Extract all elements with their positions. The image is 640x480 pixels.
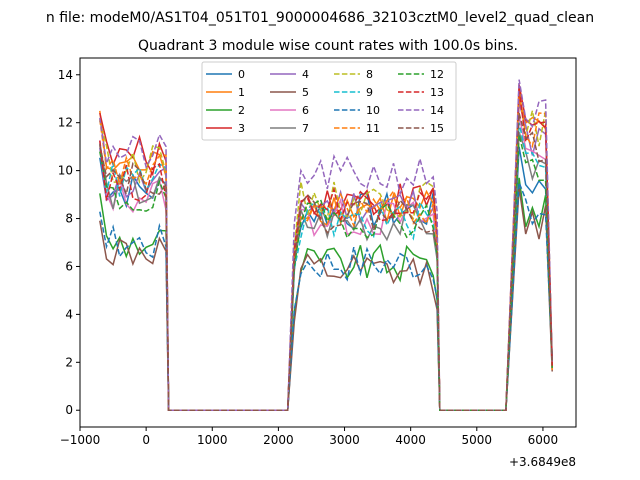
y-tick-label: 14 — [58, 68, 73, 82]
y-tick-label: 8 — [65, 212, 73, 226]
legend-label-5: 5 — [302, 86, 309, 99]
legend-label-8: 8 — [366, 68, 373, 81]
x-tick-label: 5000 — [462, 433, 493, 447]
y-tick-label: 4 — [65, 307, 73, 321]
x-tick-label: 4000 — [395, 433, 426, 447]
x-tick-label: 0 — [142, 433, 150, 447]
legend-frame — [201, 61, 457, 141]
legend-label-1: 1 — [238, 86, 245, 99]
y-tick-label: 2 — [65, 355, 73, 369]
y-tick-label: 10 — [58, 164, 73, 178]
axes-frame — [79, 57, 577, 428]
y-axis: 0 2 4 6 8 10 12 14 — [58, 68, 80, 417]
legend-label-3: 3 — [238, 122, 245, 135]
x-tick-label: 2000 — [263, 433, 294, 447]
legend-label-9: 9 — [366, 86, 373, 99]
legend-label-14: 14 — [430, 104, 444, 117]
y-tick-label: 12 — [58, 116, 73, 130]
y-tick-label: 0 — [65, 403, 73, 417]
legend-label-11: 11 — [366, 122, 380, 135]
legend-label-15: 15 — [430, 122, 444, 135]
series-line-14 — [99, 79, 553, 411]
x-tick-label: 3000 — [329, 433, 360, 447]
legend-label-13: 13 — [430, 86, 444, 99]
x-offset-label: +3.6849e8 — [509, 455, 576, 469]
chart-title: Quadrant 3 module wise count rates with … — [138, 38, 518, 54]
legend-label-4: 4 — [302, 68, 309, 81]
x-tick-label: −1000 — [60, 433, 101, 447]
legend-label-0: 0 — [238, 68, 245, 81]
suptitle: n file: modeM0/AS1T04_051T01_9000004686_… — [46, 10, 594, 26]
legend-label-12: 12 — [430, 68, 444, 81]
series-line-15 — [99, 112, 553, 411]
x-tick-label: 1000 — [197, 433, 228, 447]
legend-label-7: 7 — [302, 122, 309, 135]
x-axis: −1000 0 1000 2000 3000 4000 5000 6000 — [60, 427, 559, 447]
y-tick-label: 6 — [65, 259, 73, 273]
legend-label-10: 10 — [366, 104, 380, 117]
series-lines — [99, 79, 553, 411]
x-tick-label: 6000 — [528, 433, 559, 447]
legend-label-2: 2 — [238, 104, 245, 117]
legend-label-6: 6 — [302, 104, 309, 117]
